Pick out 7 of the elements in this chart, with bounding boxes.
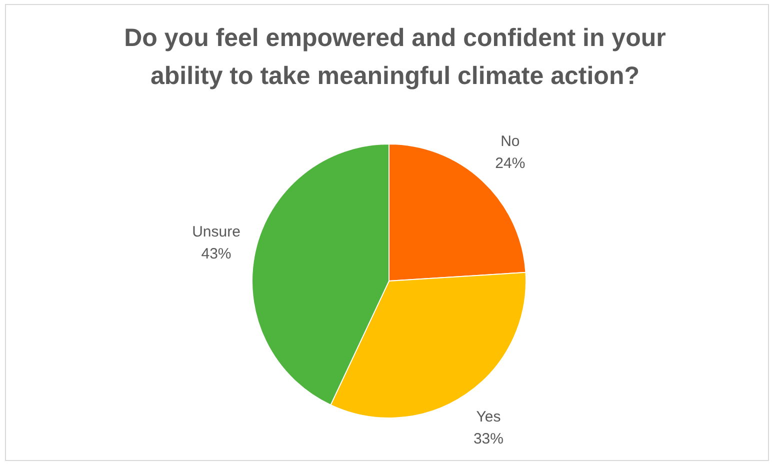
- data-label: 24%: [495, 154, 526, 172]
- slice-label: Unsure: [192, 223, 240, 240]
- data-label: 33%: [473, 430, 504, 448]
- chart-title: Do you feel empowered and confident in your ability to take meaningful climate action?: [123, 23, 667, 92]
- slice-label: No: [500, 132, 520, 150]
- data-label: 43%: [201, 245, 232, 262]
- slice-label: Yes: [476, 408, 501, 426]
